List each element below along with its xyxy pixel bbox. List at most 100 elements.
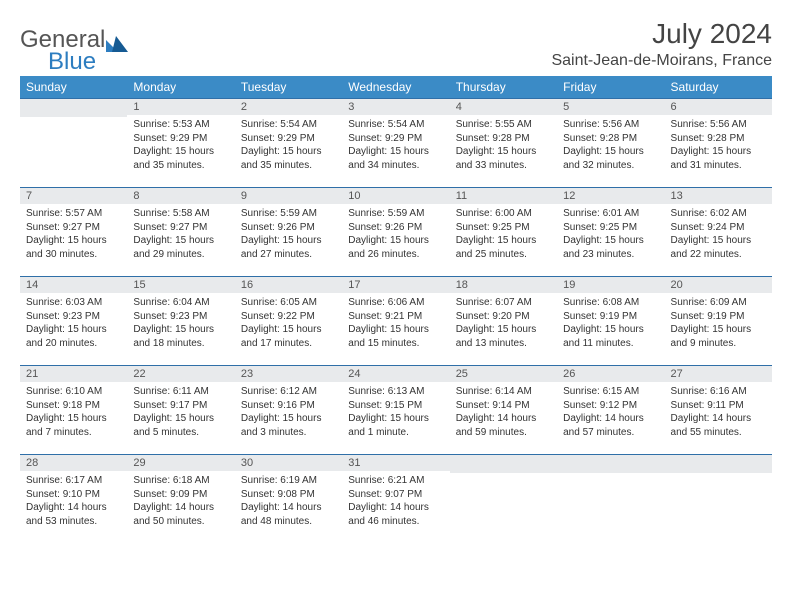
day-details: Sunrise: 5:54 AMSunset: 9:29 PMDaylight:… xyxy=(342,115,449,176)
calendar-day-cell: 27Sunrise: 6:16 AMSunset: 9:11 PMDayligh… xyxy=(665,366,772,455)
date-number: 6 xyxy=(665,99,772,115)
day-details: Sunrise: 5:54 AMSunset: 9:29 PMDaylight:… xyxy=(235,115,342,176)
date-number: 10 xyxy=(342,188,449,204)
sunset-text: Sunset: 9:28 PM xyxy=(671,132,766,146)
calendar-day-cell: 24Sunrise: 6:13 AMSunset: 9:15 PMDayligh… xyxy=(342,366,449,455)
day-details: Sunrise: 6:06 AMSunset: 9:21 PMDaylight:… xyxy=(342,293,449,354)
calendar-day-cell: 10Sunrise: 5:59 AMSunset: 9:26 PMDayligh… xyxy=(342,188,449,277)
weekday-header: Tuesday xyxy=(235,76,342,99)
date-number: 26 xyxy=(557,366,664,382)
sunrise-text: Sunrise: 5:56 AM xyxy=(563,118,658,132)
sunset-text: Sunset: 9:08 PM xyxy=(241,488,336,502)
day-details: Sunrise: 6:10 AMSunset: 9:18 PMDaylight:… xyxy=(20,382,127,443)
date-number: 25 xyxy=(450,366,557,382)
calendar-day-cell: 16Sunrise: 6:05 AMSunset: 9:22 PMDayligh… xyxy=(235,277,342,366)
calendar-day-cell: 21Sunrise: 6:10 AMSunset: 9:18 PMDayligh… xyxy=(20,366,127,455)
calendar-day-cell: 3Sunrise: 5:54 AMSunset: 9:29 PMDaylight… xyxy=(342,99,449,188)
date-number: 20 xyxy=(665,277,772,293)
day-details: Sunrise: 5:53 AMSunset: 9:29 PMDaylight:… xyxy=(127,115,234,176)
sunrise-text: Sunrise: 5:55 AM xyxy=(456,118,551,132)
daylight-text: Daylight: 14 hours and 50 minutes. xyxy=(133,501,228,528)
calendar-day-cell: 17Sunrise: 6:06 AMSunset: 9:21 PMDayligh… xyxy=(342,277,449,366)
calendar-day-cell: 15Sunrise: 6:04 AMSunset: 9:23 PMDayligh… xyxy=(127,277,234,366)
weekday-header: Monday xyxy=(127,76,234,99)
brand-logo-block: General Blue xyxy=(20,26,128,76)
calendar-day-cell: 28Sunrise: 6:17 AMSunset: 9:10 PMDayligh… xyxy=(20,455,127,544)
day-details: Sunrise: 5:57 AMSunset: 9:27 PMDaylight:… xyxy=(20,204,127,265)
daylight-text: Daylight: 15 hours and 25 minutes. xyxy=(456,234,551,261)
day-details: Sunrise: 6:13 AMSunset: 9:15 PMDaylight:… xyxy=(342,382,449,443)
daylight-text: Daylight: 15 hours and 34 minutes. xyxy=(348,145,443,172)
calendar-empty-cell xyxy=(20,99,127,188)
calendar-day-cell: 26Sunrise: 6:15 AMSunset: 9:12 PMDayligh… xyxy=(557,366,664,455)
date-number: 31 xyxy=(342,455,449,471)
calendar-day-cell: 2Sunrise: 5:54 AMSunset: 9:29 PMDaylight… xyxy=(235,99,342,188)
sunset-text: Sunset: 9:11 PM xyxy=(671,399,766,413)
sunrise-text: Sunrise: 5:54 AM xyxy=(241,118,336,132)
calendar-empty-cell xyxy=(450,455,557,544)
sunset-text: Sunset: 9:27 PM xyxy=(133,221,228,235)
day-details: Sunrise: 6:02 AMSunset: 9:24 PMDaylight:… xyxy=(665,204,772,265)
calendar-day-cell: 11Sunrise: 6:00 AMSunset: 9:25 PMDayligh… xyxy=(450,188,557,277)
daylight-text: Daylight: 15 hours and 30 minutes. xyxy=(26,234,121,261)
sunrise-text: Sunrise: 6:05 AM xyxy=(241,296,336,310)
calendar-day-cell: 31Sunrise: 6:21 AMSunset: 9:07 PMDayligh… xyxy=(342,455,449,544)
calendar-day-cell: 5Sunrise: 5:56 AMSunset: 9:28 PMDaylight… xyxy=(557,99,664,188)
day-details: Sunrise: 6:09 AMSunset: 9:19 PMDaylight:… xyxy=(665,293,772,354)
sunset-text: Sunset: 9:27 PM xyxy=(26,221,121,235)
date-number: 18 xyxy=(450,277,557,293)
sunrise-text: Sunrise: 5:58 AM xyxy=(133,207,228,221)
sunset-text: Sunset: 9:19 PM xyxy=(671,310,766,324)
sunset-text: Sunset: 9:29 PM xyxy=(241,132,336,146)
sunset-text: Sunset: 9:23 PM xyxy=(133,310,228,324)
sunset-text: Sunset: 9:17 PM xyxy=(133,399,228,413)
date-number: 7 xyxy=(20,188,127,204)
sunrise-text: Sunrise: 6:15 AM xyxy=(563,385,658,399)
sunset-text: Sunset: 9:28 PM xyxy=(456,132,551,146)
date-number: 4 xyxy=(450,99,557,115)
day-details: Sunrise: 6:08 AMSunset: 9:19 PMDaylight:… xyxy=(557,293,664,354)
daylight-text: Daylight: 15 hours and 15 minutes. xyxy=(348,323,443,350)
sunset-text: Sunset: 9:20 PM xyxy=(456,310,551,324)
sunrise-text: Sunrise: 6:21 AM xyxy=(348,474,443,488)
daylight-text: Daylight: 15 hours and 20 minutes. xyxy=(26,323,121,350)
sunset-text: Sunset: 9:09 PM xyxy=(133,488,228,502)
daylight-text: Daylight: 14 hours and 57 minutes. xyxy=(563,412,658,439)
calendar-header-row: SundayMondayTuesdayWednesdayThursdayFrid… xyxy=(20,76,772,99)
sunrise-text: Sunrise: 6:16 AM xyxy=(671,385,766,399)
brand-word-blue: Blue xyxy=(48,48,96,76)
daylight-text: Daylight: 15 hours and 31 minutes. xyxy=(671,145,766,172)
date-number: 15 xyxy=(127,277,234,293)
date-number: 1 xyxy=(127,99,234,115)
sunset-text: Sunset: 9:25 PM xyxy=(563,221,658,235)
date-number: 2 xyxy=(235,99,342,115)
sunset-text: Sunset: 9:10 PM xyxy=(26,488,121,502)
calendar-day-cell: 18Sunrise: 6:07 AMSunset: 9:20 PMDayligh… xyxy=(450,277,557,366)
date-number: 29 xyxy=(127,455,234,471)
calendar-empty-cell xyxy=(665,455,772,544)
day-details: Sunrise: 6:14 AMSunset: 9:14 PMDaylight:… xyxy=(450,382,557,443)
brand-sail-icon xyxy=(106,36,128,52)
weekday-header: Thursday xyxy=(450,76,557,99)
date-number: 5 xyxy=(557,99,664,115)
daylight-text: Daylight: 15 hours and 9 minutes. xyxy=(671,323,766,350)
date-number: 30 xyxy=(235,455,342,471)
date-number: 28 xyxy=(20,455,127,471)
sunrise-text: Sunrise: 6:09 AM xyxy=(671,296,766,310)
date-number: 27 xyxy=(665,366,772,382)
sunrise-text: Sunrise: 5:53 AM xyxy=(133,118,228,132)
day-details: Sunrise: 6:18 AMSunset: 9:09 PMDaylight:… xyxy=(127,471,234,532)
sunset-text: Sunset: 9:23 PM xyxy=(26,310,121,324)
daylight-text: Daylight: 15 hours and 35 minutes. xyxy=(241,145,336,172)
sunrise-text: Sunrise: 6:04 AM xyxy=(133,296,228,310)
calendar-day-cell: 8Sunrise: 5:58 AMSunset: 9:27 PMDaylight… xyxy=(127,188,234,277)
sunset-text: Sunset: 9:24 PM xyxy=(671,221,766,235)
day-details: Sunrise: 6:05 AMSunset: 9:22 PMDaylight:… xyxy=(235,293,342,354)
sunrise-text: Sunrise: 6:02 AM xyxy=(671,207,766,221)
calendar-week-row: 1Sunrise: 5:53 AMSunset: 9:29 PMDaylight… xyxy=(20,99,772,188)
date-number: 3 xyxy=(342,99,449,115)
sunset-text: Sunset: 9:18 PM xyxy=(26,399,121,413)
day-details: Sunrise: 5:56 AMSunset: 9:28 PMDaylight:… xyxy=(665,115,772,176)
date-number: 22 xyxy=(127,366,234,382)
day-details: Sunrise: 6:21 AMSunset: 9:07 PMDaylight:… xyxy=(342,471,449,532)
